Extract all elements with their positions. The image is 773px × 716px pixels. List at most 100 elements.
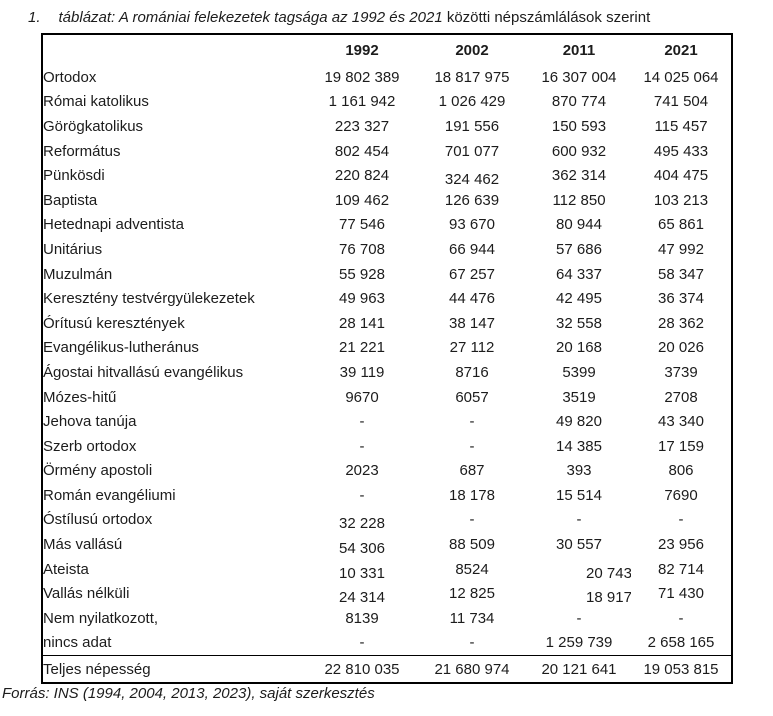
year-header: 1992 [345, 41, 379, 59]
census-value-cell: 43 340 [658, 413, 704, 431]
table-row: Unitárius 76 708 66 944 57 686 47 992 [43, 237, 731, 262]
census-value-cell: 80 944 [556, 216, 602, 234]
census-value-cell: - [469, 511, 475, 529]
census-value-cell: 10 331 [339, 564, 385, 582]
year-header: 2021 [664, 41, 698, 59]
census-value-cell: 38 147 [449, 314, 495, 332]
denomination-label: Román evangéliumi [43, 486, 176, 504]
census-value-cell: 93 670 [449, 216, 495, 234]
census-value-cell: 2023 [345, 462, 379, 480]
table-row: Ateista 10 331 8524 20 743 82 714 [43, 557, 731, 582]
census-value-cell: 49 820 [556, 413, 602, 431]
census-value-cell: 76 708 [339, 240, 385, 258]
table-row: Vallás nélküli 24 314 12 825 18 917 71 430 [43, 581, 731, 606]
caption-italic-text: táblázat: A romániai felekezetek tagsága… [58, 9, 443, 26]
census-value-cell: - [359, 634, 365, 652]
census-value-cell: 64 337 [556, 265, 602, 283]
census-value-cell: 806 [668, 462, 694, 480]
denomination-label: Mózes-hitű [43, 388, 117, 406]
table-row: Órítusú keresztények 28 141 38 147 32 558 28… [43, 311, 731, 336]
census-table-frame: 1992 2002 2011 2021 Ortodox 19 802 389 18 817… [41, 33, 733, 685]
census-value-cell: 58 347 [658, 265, 704, 283]
denomination-label: Pünkösdi [43, 167, 105, 185]
denomination-label: Görögkatolikus [43, 117, 144, 135]
census-value-cell: 22 810 035 [307, 654, 417, 683]
census-value-cell: 103 213 [653, 191, 709, 209]
census-value-cell: 21 221 [339, 339, 385, 357]
empty-header-cell [43, 35, 307, 65]
census-value-cell: 71 430 [658, 585, 704, 603]
denomination-label: Evangélikus-lutheránus [43, 339, 199, 357]
denomination-label: Jehova tanúja [43, 413, 137, 431]
census-value-cell: 5399 [562, 363, 596, 381]
table-row: Muzulmán 55 928 67 257 64 337 58 347 [43, 262, 731, 287]
census-value-cell: 8524 [455, 560, 489, 578]
census-value-cell: 88 509 [449, 536, 495, 554]
denomination-label: Óstílusú ortodox [43, 511, 153, 529]
total-row: Teljes népesség 22 810 035 21 680 974 20 12… [43, 654, 731, 683]
census-value-cell: 20 121 641 [527, 654, 631, 683]
census-value-cell: 362 314 [551, 167, 607, 185]
census-value-cell: 18 917 [586, 589, 631, 607]
census-value-cell: 126 639 [444, 191, 500, 209]
table-row: nincs adat - - 1 259 739 2 658 165 [43, 631, 731, 656]
table-row: Más vallású 54 306 88 509 30 557 23 956 [43, 532, 731, 557]
table-row: Ortodox 19 802 389 18 817 975 16 307 004 14 … [43, 65, 731, 90]
denomination-label: Baptista [43, 191, 98, 209]
table-row: Óstílusú ortodox 32 228 - - - [43, 508, 731, 532]
year-header: 2011 [562, 41, 596, 59]
census-value-cell: 15 514 [556, 486, 602, 504]
census-value-cell: 19 802 389 [324, 68, 400, 86]
census-value-cell: 14 385 [556, 437, 602, 455]
census-value-cell: 30 557 [556, 536, 602, 554]
census-value-cell: 9670 [345, 388, 379, 406]
census-value-cell: 44 476 [449, 290, 495, 308]
census-value-cell: 112 850 [552, 191, 606, 209]
census-value-cell: 3519 [562, 388, 596, 406]
table-row: Örmény apostoli 2023 687 393 806 [43, 459, 731, 484]
census-value-cell: 191 556 [444, 117, 500, 135]
census-value-cell: 1 026 429 [438, 93, 506, 111]
denomination-label: Nem nyilatkozott, [43, 609, 159, 627]
table-row: Mózes-hitű 9670 6057 3519 2708 [43, 385, 731, 410]
census-value-cell: - [576, 609, 582, 627]
census-value-cell: 57 686 [556, 240, 602, 258]
caption-regular-text: közötti népszámlálások szerint [442, 9, 651, 26]
table-row: Pünkösdi 220 824 324 462 362 314 404 475 [43, 163, 731, 188]
denomination-label: Örmény apostoli [43, 462, 153, 480]
denomination-label: Órítusú keresztények [43, 314, 185, 332]
denomination-label: Teljes népesség [43, 654, 307, 683]
census-value-cell: 870 774 [551, 93, 607, 111]
census-value-cell: 77 546 [339, 216, 385, 234]
census-value-cell: 28 362 [658, 314, 704, 332]
census-table: 1992 2002 2011 2021 Ortodox 19 802 389 18 817… [43, 35, 731, 683]
census-value-cell: 66 944 [449, 240, 495, 258]
census-value-cell: 19 053 815 [631, 654, 731, 683]
census-value-cell: - [359, 437, 365, 455]
census-value-cell: 20 743 [586, 564, 631, 582]
census-value-cell: 42 495 [556, 290, 602, 308]
census-value-cell: 55 928 [339, 265, 385, 283]
census-value-cell: 82 714 [658, 560, 704, 578]
census-value-cell: 14 025 064 [643, 68, 719, 86]
census-value-cell: 32 558 [556, 314, 602, 332]
table-row: Baptista 109 462 126 639 112 850 103 213 [43, 188, 731, 213]
census-value-cell: 18 817 975 [434, 68, 510, 86]
census-value-cell: 109 462 [334, 191, 390, 209]
census-value-cell: 39 119 [339, 363, 385, 381]
denomination-label: Unitárius [43, 240, 103, 258]
table-row: Hetednapi adventista 77 546 93 670 80 944 65… [43, 213, 731, 238]
denomination-label: Hetednapi adventista [43, 216, 184, 234]
table-row: Keresztény testvérgyülekezetek 49 963 44 4… [43, 286, 731, 311]
census-value-cell: - [359, 486, 365, 504]
census-value-cell: 17 159 [658, 437, 704, 455]
census-value-cell: - [576, 511, 582, 529]
denomination-label: Más vallású [43, 536, 123, 554]
census-value-cell: 2708 [664, 388, 698, 406]
denomination-label: Szerb ortodox [43, 437, 137, 455]
census-value-cell: - [678, 609, 684, 627]
year-header: 2002 [455, 41, 489, 59]
denomination-label: Ágostai hitvallású evangélikus [43, 363, 244, 381]
denomination-label: Ortodox [43, 68, 97, 86]
denomination-label: nincs adat [43, 634, 112, 652]
